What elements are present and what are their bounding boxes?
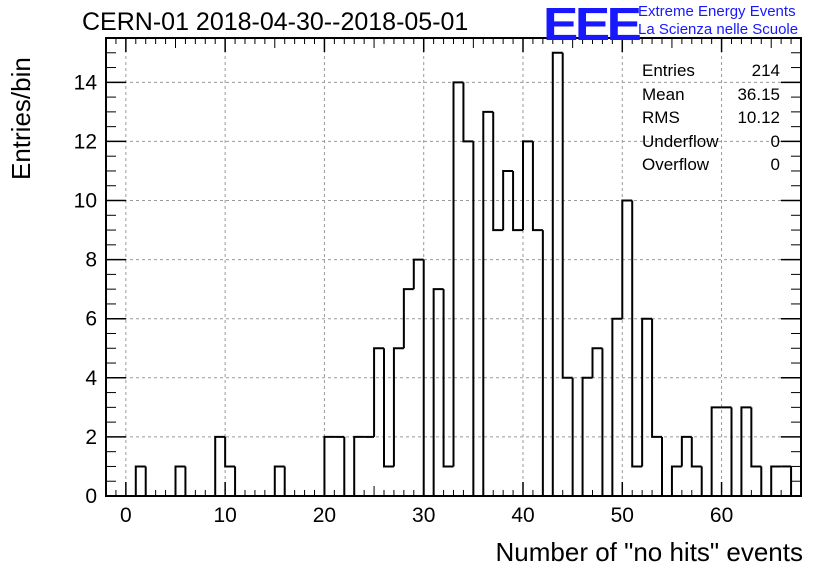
y-tick-label: 12 (74, 130, 97, 153)
histogram-bin (730, 407, 742, 497)
histogram-bin (492, 111, 504, 232)
histogram-bin (641, 317, 653, 467)
histogram-bin (323, 435, 335, 496)
stat-label: Underflow (642, 131, 719, 151)
histogram-bin (174, 465, 186, 496)
x-tick-label: 0 (120, 504, 132, 527)
histogram-bin (412, 258, 424, 290)
histogram-bin (442, 289, 454, 468)
stat-value: 214 (751, 61, 780, 80)
stat-value: 0 (770, 131, 780, 151)
stat-label: Overflow (642, 155, 710, 174)
histogram-bin (134, 465, 146, 496)
histogram-bin (353, 435, 365, 496)
stat-row-rms: RMS 10.12 (642, 107, 780, 131)
histogram-bin (502, 169, 514, 231)
stat-row-underflow: Underflow 0 (642, 131, 780, 155)
histogram-bin (760, 466, 772, 497)
histogram-bin (621, 199, 633, 319)
y-tick-label: 2 (85, 426, 97, 449)
y-axis-label: Entries/bin (6, 57, 36, 180)
y-tick-label: 10 (74, 190, 97, 213)
histogram-bin (392, 347, 404, 467)
axes: 0 10 20 30 40 50 60 0 2 4 6 8 10 12 14 (74, 37, 802, 527)
histogram-bin (561, 52, 573, 379)
stat-label: Mean (642, 84, 685, 104)
histogram-bin (283, 466, 295, 497)
x-tick-label: 40 (511, 504, 534, 527)
histogram-bin (770, 465, 782, 496)
histogram-bin (462, 82, 474, 143)
histogram-bin (680, 435, 692, 467)
stat-value: 10.12 (737, 108, 780, 127)
eee-logo: EEE (543, 0, 642, 50)
histogram-bin (541, 230, 553, 497)
histogram-bin (581, 376, 593, 496)
x-tick-label: 20 (313, 504, 336, 527)
stat-row-overflow: Overflow 0 (642, 154, 780, 178)
histogram-bin (601, 348, 613, 497)
x-tick-label: 50 (611, 504, 634, 527)
histogram-bin (690, 436, 702, 468)
x-tick-label: 10 (213, 504, 236, 527)
histogram-bin (452, 81, 464, 467)
chart-title: CERN-01 2018-04-30--2018-05-01 (82, 8, 469, 36)
histogram-bin (224, 436, 236, 468)
x-tick-label: 60 (710, 504, 733, 527)
histogram-bin (402, 288, 414, 349)
logo-line-1: Extreme Energy Events (638, 3, 796, 20)
histogram-bin (273, 465, 285, 496)
stat-value: 0 (770, 155, 780, 174)
histogram-bin (432, 288, 444, 496)
histogram-bin (234, 466, 245, 497)
logo-line-2: La Scienza nelle Scuole (638, 21, 799, 38)
histogram-bin (740, 406, 752, 496)
stat-label: RMS (642, 108, 680, 127)
logo-tagline: Extreme Energy Events La Scienza nelle S… (638, 3, 798, 39)
histogram-bin (184, 466, 196, 497)
x-tick-label: 30 (412, 504, 435, 527)
stat-row-entries: Entries 214 (642, 60, 780, 84)
histogram-bin (522, 140, 533, 231)
stat-label: Entries (642, 61, 695, 80)
y-tick-label: 14 (74, 71, 98, 94)
stat-value: 36.15 (737, 84, 780, 104)
histogram-bin (651, 318, 662, 438)
histogram-bin (144, 466, 156, 497)
histogram-bin (373, 347, 384, 437)
histogram-bin (343, 436, 355, 497)
histogram-bin (531, 141, 543, 232)
histogram-bin (670, 465, 682, 496)
histogram-bin (214, 435, 226, 496)
x-axis-label: Number of "no hits" events (495, 537, 804, 567)
histogram-bin (661, 436, 672, 497)
histogram-bin (631, 200, 643, 468)
histogram-bin (611, 317, 623, 496)
histogram-bin (551, 51, 563, 496)
histogram-bin (750, 407, 762, 468)
histogram-bin (383, 348, 394, 468)
histogram-bin (512, 170, 523, 232)
stat-row-mean: Mean 36.15 (642, 84, 780, 108)
y-tick-label: 6 (85, 308, 97, 331)
histogram-bin (700, 466, 712, 497)
y-tick-label: 0 (85, 485, 97, 508)
y-tick-label: 4 (85, 367, 97, 390)
histogram-bin (482, 110, 494, 496)
histogram-bin (710, 406, 722, 496)
y-tick-label: 8 (85, 249, 97, 272)
histogram-bin (591, 347, 603, 378)
stats-box: Entries 214 Mean 36.15 RMS 10.12 Underfl… (642, 60, 780, 178)
